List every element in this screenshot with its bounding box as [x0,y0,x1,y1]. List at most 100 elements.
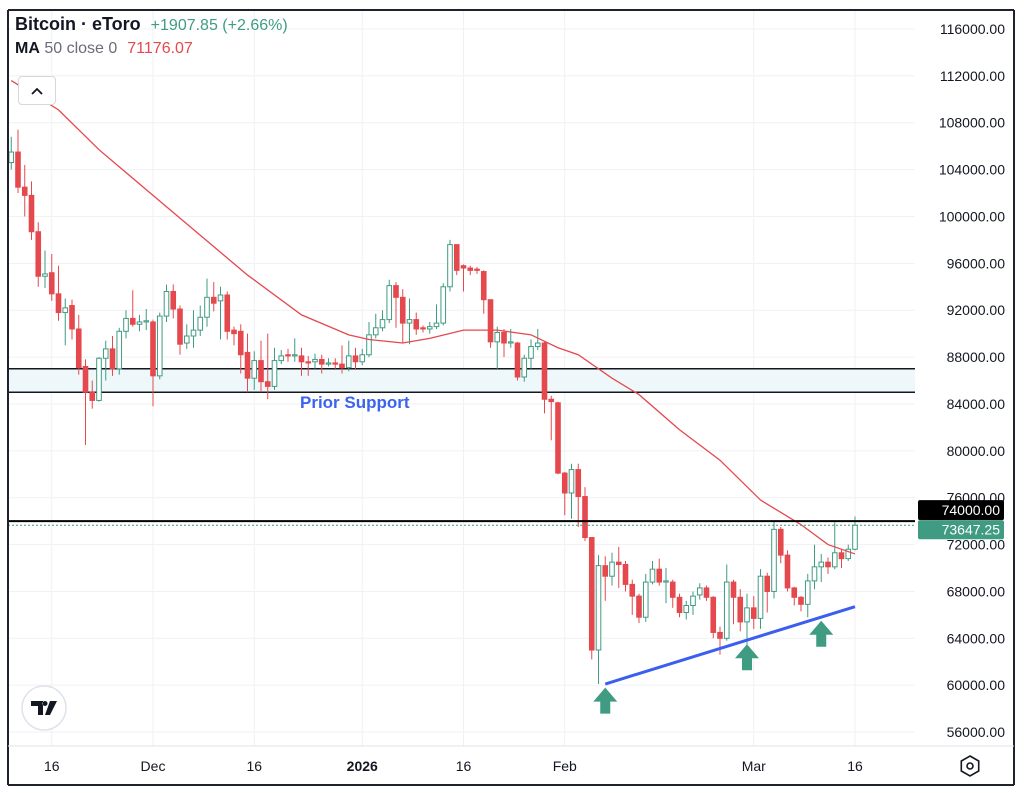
candle-body [237,330,244,356]
candle [318,354,325,374]
candle-body [406,319,413,324]
candle-body [82,365,89,393]
hexagon-settings-icon[interactable] [960,755,980,777]
price-tick-label: 64000.00 [947,630,1006,646]
indicator-row[interactable]: MA 50 close 0 71176.07 [15,40,288,66]
candle [372,313,379,339]
candle [345,340,352,372]
candle-body [386,285,393,321]
candle-body [210,296,217,304]
candle-body [359,354,366,363]
price-tick-label: 112000.00 [940,68,1005,84]
candle-body [831,552,838,568]
candle [764,572,771,613]
candle [602,556,609,601]
candle [534,328,541,351]
candle-body [75,328,82,369]
candle-body [568,469,575,494]
candle [339,345,345,374]
candle [487,299,494,348]
candle-body [771,528,777,592]
candle [690,591,696,615]
candles-layer [8,129,858,685]
candle [642,573,649,622]
candle [494,326,501,369]
time-axis[interactable]: 16 Dec 16 2026 16 Feb Mar 16 [44,758,863,774]
candle-body [35,231,42,277]
candle [791,586,798,606]
candle-body [285,354,291,357]
candle [420,325,426,333]
candle-body [204,296,210,318]
candle-body [474,268,480,271]
candle-body [798,596,804,605]
candle-body [744,607,750,623]
last-price-label-box [918,520,1004,540]
candle-body [703,587,710,598]
candle [669,579,676,608]
candle-body [89,391,96,401]
candle-body [845,548,852,560]
candle [204,278,210,327]
candle-body [278,355,285,362]
candle-body [69,305,75,330]
candle-body [588,537,595,651]
price-tick-label: 84000.00 [947,396,1006,412]
candle-body [393,285,399,298]
resistance-price-label-box [918,500,1004,521]
candle-body [96,357,102,401]
candle [251,351,258,390]
tradingview-logo-icon[interactable] [21,685,67,731]
collapse-legend-button[interactable] [18,76,56,105]
candle-body [420,327,426,330]
time-tick-label: 16 [44,758,60,774]
candle [831,522,838,570]
candle [696,583,703,600]
candle-body [595,565,602,651]
candle-body [521,357,528,378]
candle [170,284,177,319]
candle-body [561,472,568,494]
candle-body [231,329,237,335]
candle-body [217,294,224,302]
price-axis[interactable]: 116000.00 112000.00 108000.00 104000.00 1000… [918,21,1005,740]
candle-body [467,267,474,271]
candle-body [764,575,771,592]
candle-body [804,580,811,605]
candle-body [629,583,636,597]
last-price-label: 73647.25 [942,521,1001,537]
candle [305,355,312,376]
candle-body [143,320,150,323]
candle [75,314,82,375]
candle-body [541,342,548,400]
candle-body [325,362,332,365]
candle [224,291,231,340]
candle-body [8,151,15,164]
candle-body [345,355,352,369]
candle [541,341,548,414]
candle [413,312,420,335]
candle [244,333,251,393]
time-tick-label: 2026 [347,758,378,774]
candle-body [737,596,744,623]
candle-body [55,293,62,314]
indicator-params: 50 close 0 [44,40,118,57]
arrow-up-icon [735,644,759,671]
support-trendline [604,605,856,686]
candle [82,359,89,445]
support-zone-layer [8,368,915,393]
candle [183,324,190,349]
candle [548,395,555,441]
candle-body [777,528,784,556]
candle-body [717,631,723,639]
candle [399,289,406,344]
candle [231,326,237,346]
candle-body [190,329,197,337]
candle [332,358,339,369]
candle [474,266,480,274]
symbol-row: Bitcoin · eToro +1907.85 (+2.66%) [15,14,288,40]
price-tick-label: 68000.00 [947,583,1006,599]
candle [480,270,487,314]
